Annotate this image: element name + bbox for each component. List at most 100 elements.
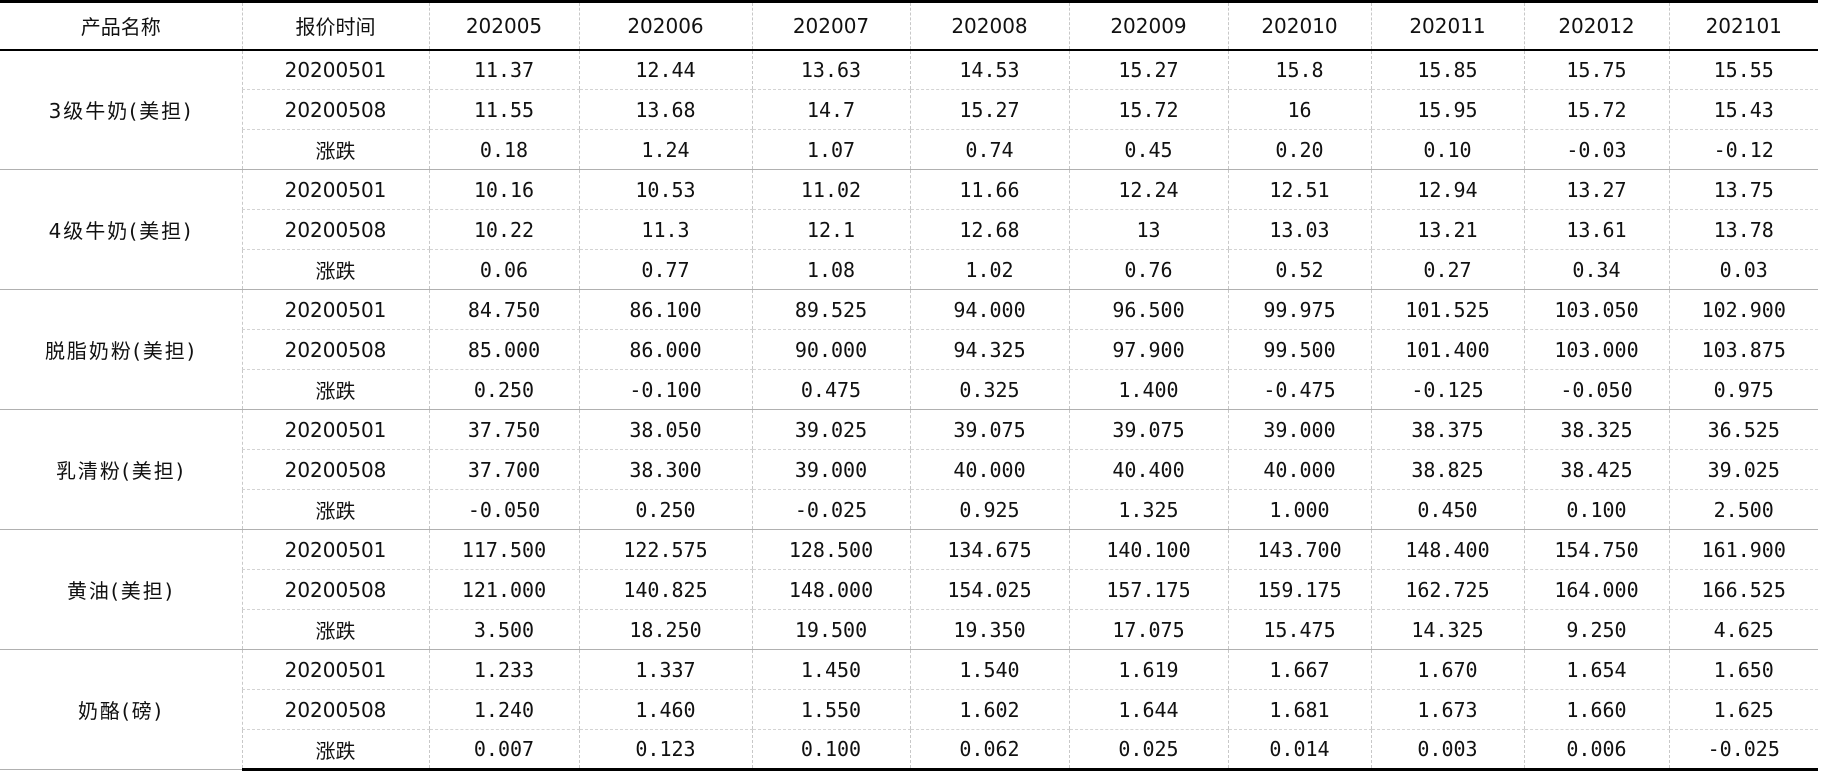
table-row: 涨跌 0.06 0.77 1.08 1.02 0.76 0.52 0.27 0.34 0.03: [0, 249, 1818, 290]
price-value-cell: 15.72: [1523, 89, 1669, 130]
price-value-cell: 1.673: [1370, 689, 1524, 730]
table-row: 奶酪(磅) 20200501 1.233 1.337 1.450 1.540 1.619 1.…: [0, 649, 1818, 770]
price-value-cell: 1.240: [428, 689, 579, 730]
price-value-cell: -0.050: [428, 489, 579, 530]
price-value-cell: 15.55: [1668, 49, 1818, 90]
price-value-cell: -0.475: [1227, 369, 1371, 410]
table-row: 涨跌 -0.050 0.250 -0.025 0.925 1.325 1.000 0.450 0…: [0, 489, 1818, 530]
price-value-cell: 1.460: [578, 689, 752, 730]
price-value-cell: 0.006: [1523, 729, 1669, 771]
price-value-cell: 154.025: [909, 569, 1069, 610]
price-value-cell: 0.025: [1068, 729, 1228, 771]
quote-time-cell: 20200501: [241, 49, 429, 90]
price-value-cell: 11.55: [428, 89, 579, 130]
price-value-cell: 1.325: [1068, 489, 1228, 530]
price-value-cell: 99.500: [1227, 329, 1371, 370]
price-value-cell: -0.125: [1370, 369, 1524, 410]
product-name-cell: 3级牛奶(美担): [0, 49, 242, 170]
price-value-cell: 1.550: [751, 689, 910, 730]
price-value-cell: 0.003: [1370, 729, 1524, 771]
price-value-cell: 10.22: [428, 209, 579, 250]
quote-time-cell: 涨跌: [241, 129, 429, 170]
price-value-cell: 148.000: [751, 569, 910, 610]
quote-time-cell: 20200501: [241, 169, 429, 210]
price-value-cell: -0.03: [1523, 129, 1669, 170]
table-body: 3级牛奶(美担) 20200501 11.37 12.44 13.63 14.53 15.2…: [0, 49, 1818, 771]
product-name-cell: 乳清粉(美担): [0, 409, 242, 530]
price-value-cell: -0.025: [751, 489, 910, 530]
price-value-cell: 13.03: [1227, 209, 1371, 250]
price-value-cell: 13.78: [1668, 209, 1818, 250]
price-value-cell: 1.660: [1523, 689, 1669, 730]
header-month: 202010: [1227, 0, 1371, 51]
price-value-cell: 40.000: [909, 449, 1069, 490]
price-value-cell: 12.51: [1227, 169, 1371, 210]
table-row: 3级牛奶(美担) 20200501 11.37 12.44 13.63 14.53 15.2…: [0, 49, 1818, 170]
price-value-cell: 0.100: [751, 729, 910, 771]
price-value-cell: 0.014: [1227, 729, 1371, 771]
price-value-cell: 117.500: [428, 529, 579, 570]
price-value-cell: 140.100: [1068, 529, 1228, 570]
price-value-cell: 13: [1068, 209, 1228, 250]
price-value-cell: 13.61: [1523, 209, 1669, 250]
price-value-cell: 39.075: [1068, 409, 1228, 450]
price-value-cell: 0.03: [1668, 249, 1818, 290]
price-value-cell: 1.400: [1068, 369, 1228, 410]
header-month: 202012: [1523, 0, 1669, 51]
price-value-cell: 1.24: [578, 129, 752, 170]
header-month: 202101: [1668, 0, 1818, 51]
quote-time-cell: 涨跌: [241, 369, 429, 410]
price-value-cell: 13.27: [1523, 169, 1669, 210]
price-value-cell: 0.450: [1370, 489, 1524, 530]
price-value-cell: 134.675: [909, 529, 1069, 570]
price-value-cell: 96.500: [1068, 289, 1228, 330]
price-value-cell: 103.050: [1523, 289, 1669, 330]
price-value-cell: 85.000: [428, 329, 579, 370]
price-value-cell: 13.75: [1668, 169, 1818, 210]
quote-time-cell: 20200508: [241, 689, 429, 730]
price-value-cell: 0.325: [909, 369, 1069, 410]
price-value-cell: 1.644: [1068, 689, 1228, 730]
price-value-cell: 1.07: [751, 129, 910, 170]
price-value-cell: 94.000: [909, 289, 1069, 330]
price-value-cell: 37.700: [428, 449, 579, 490]
price-value-cell: 0.123: [578, 729, 752, 771]
price-value-cell: 0.27: [1370, 249, 1524, 290]
quote-time-cell: 20200501: [241, 289, 429, 330]
price-value-cell: 128.500: [751, 529, 910, 570]
price-value-cell: 14.7: [751, 89, 910, 130]
price-value-cell: 0.18: [428, 129, 579, 170]
price-value-cell: 161.900: [1668, 529, 1818, 570]
price-value-cell: 38.825: [1370, 449, 1524, 490]
quote-time-cell: 20200508: [241, 569, 429, 610]
table-row: 4级牛奶(美担) 20200501 10.16 10.53 11.02 11.66 12.2…: [0, 169, 1818, 290]
quote-time-cell: 20200508: [241, 449, 429, 490]
price-value-cell: 157.175: [1068, 569, 1228, 610]
price-value-cell: 1.670: [1370, 649, 1524, 690]
table-row: 20200508 11.55 13.68 14.7 15.27 15.72 16 15.95 1…: [0, 89, 1818, 130]
price-value-cell: 101.525: [1370, 289, 1524, 330]
table-row: 20200508 1.240 1.460 1.550 1.602 1.644 1.681 1.…: [0, 689, 1818, 730]
price-value-cell: 0.77: [578, 249, 752, 290]
price-value-cell: 18.250: [578, 609, 752, 650]
price-value-cell: 14.325: [1370, 609, 1524, 650]
price-value-cell: 12.44: [578, 49, 752, 90]
header-month: 202008: [909, 0, 1069, 51]
price-value-cell: 38.050: [578, 409, 752, 450]
quote-time-cell: 20200501: [241, 409, 429, 450]
price-value-cell: 19.350: [909, 609, 1069, 650]
price-value-cell: 164.000: [1523, 569, 1669, 610]
table-row: 涨跌 0.250 -0.100 0.475 0.325 1.400 -0.475 -0.125…: [0, 369, 1818, 410]
product-name-cell: 奶酪(磅): [0, 649, 242, 770]
price-value-cell: 13.63: [751, 49, 910, 90]
header-month: 202011: [1370, 0, 1524, 51]
price-value-cell: 11.37: [428, 49, 579, 90]
price-value-cell: 102.900: [1668, 289, 1818, 330]
price-value-cell: 16: [1227, 89, 1371, 130]
header-month: 202006: [578, 0, 752, 51]
price-value-cell: 101.400: [1370, 329, 1524, 370]
price-value-cell: 39.025: [1668, 449, 1818, 490]
quote-time-cell: 20200508: [241, 329, 429, 370]
quote-time-cell: 20200501: [241, 529, 429, 570]
